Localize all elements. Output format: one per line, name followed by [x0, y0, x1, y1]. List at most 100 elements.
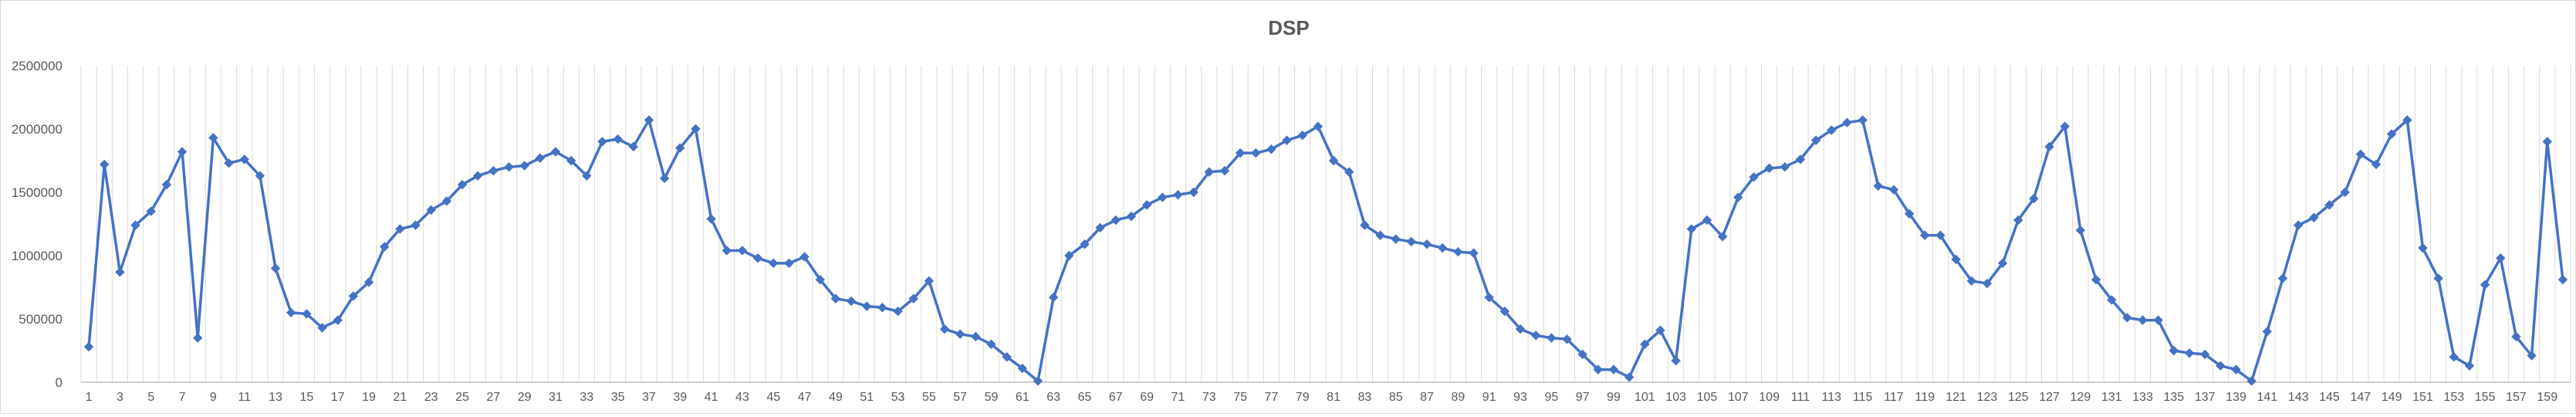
data-point-marker — [1717, 232, 1728, 242]
data-point-marker — [1328, 155, 1339, 166]
x-tick-label: 73 — [1202, 391, 1216, 404]
data-point-marker — [2044, 141, 2054, 152]
data-point-marker — [1858, 115, 1868, 125]
data-point-marker — [1733, 192, 1743, 202]
x-tick-label: 117 — [1884, 391, 1904, 404]
data-point-marker — [177, 147, 188, 157]
y-tick-label: 0 — [56, 375, 63, 390]
data-point-marker — [472, 171, 483, 181]
x-tick-label: 113 — [1822, 391, 1842, 404]
x-tick-label: 157 — [2506, 391, 2527, 404]
data-point-marker — [1375, 230, 1385, 240]
data-point-marker — [286, 307, 296, 318]
x-tick-label: 13 — [269, 391, 282, 404]
data-point-marker — [1515, 324, 1526, 334]
data-point-marker — [722, 246, 732, 256]
data-point-marker — [2418, 242, 2428, 253]
data-point-marker — [1935, 230, 1946, 240]
data-point-marker — [1111, 215, 1121, 225]
data-point-marker — [1997, 258, 2008, 269]
y-tick-label: 500000 — [19, 312, 63, 327]
data-point-marker — [2169, 345, 2179, 356]
data-point-marker — [457, 179, 468, 190]
data-point-marker — [2449, 351, 2459, 362]
x-tick-label: 23 — [424, 391, 438, 404]
data-point-marker — [270, 263, 281, 273]
data-point-marker — [1158, 192, 1168, 202]
x-tick-label: 95 — [1544, 391, 1558, 404]
data-point-marker — [1499, 306, 1510, 317]
data-point-marker — [628, 141, 638, 152]
data-point-marker — [1469, 248, 1479, 258]
data-point-marker — [1562, 334, 1572, 344]
x-tick-label: 127 — [2039, 391, 2060, 404]
data-point-marker — [379, 242, 390, 252]
data-point-marker — [100, 159, 110, 170]
data-point-marker — [441, 196, 452, 206]
data-point-marker — [2122, 313, 2132, 323]
data-point-marker — [1126, 211, 1137, 222]
x-tick-label: 149 — [2382, 391, 2402, 404]
x-tick-label: 25 — [455, 391, 469, 404]
data-point-marker — [1219, 165, 1230, 176]
data-point-marker — [924, 276, 935, 286]
data-point-marker — [426, 205, 436, 215]
data-point-marker — [2013, 215, 2023, 225]
data-point-marker — [2153, 315, 2163, 325]
data-point-marker — [2355, 149, 2366, 160]
data-point-marker — [2496, 253, 2506, 263]
data-point-marker — [986, 339, 996, 350]
x-tick-label: 11 — [238, 391, 251, 404]
data-point-marker — [1282, 135, 1292, 145]
x-tick-label: 131 — [2101, 391, 2122, 404]
data-point-marker — [893, 306, 903, 317]
data-point-marker — [239, 154, 249, 164]
data-point-marker — [255, 171, 265, 181]
x-tick-label: 153 — [2443, 391, 2464, 404]
x-tick-label: 89 — [1451, 391, 1465, 404]
x-tick-label: 67 — [1109, 391, 1123, 404]
x-tick-label: 5 — [147, 391, 154, 404]
data-point-marker — [317, 323, 327, 333]
x-tick-label: 101 — [1635, 391, 1655, 404]
x-tick-label: 143 — [2288, 391, 2309, 404]
data-point-marker — [1624, 372, 1635, 382]
data-point-marker — [1764, 163, 1774, 174]
x-tick-label: 109 — [1759, 391, 1780, 404]
data-point-marker — [1640, 339, 1650, 350]
y-tick-label: 2500000 — [12, 59, 63, 73]
data-point-marker — [130, 220, 140, 230]
y-tick-labels: 0 500000 1000000 1500000 2000000 2500000 — [12, 59, 63, 390]
data-point-marker — [2464, 361, 2475, 371]
data-point-marker — [1593, 364, 1604, 375]
data-point-marker — [1266, 144, 1276, 154]
x-tick-label: 97 — [1576, 391, 1590, 404]
data-point-marker — [2262, 327, 2273, 337]
data-point-marker — [83, 341, 94, 352]
x-tick-label: 69 — [1140, 391, 1154, 404]
x-tick-label: 103 — [1665, 391, 1686, 404]
y-tick-label: 1500000 — [12, 185, 63, 200]
x-tick-label: 133 — [2132, 391, 2153, 404]
x-tick-label: 55 — [922, 391, 936, 404]
data-point-marker — [1438, 242, 1448, 253]
data-point-marker — [2216, 361, 2226, 371]
data-point-marker — [1888, 185, 1899, 195]
data-point-marker — [830, 293, 841, 303]
data-point-marker — [1702, 215, 1712, 225]
data-point-marker — [2107, 295, 2117, 305]
data-point-marker — [659, 173, 670, 184]
x-tick-label: 31 — [549, 391, 563, 404]
data-point-marker — [1313, 121, 1323, 131]
x-tick-label: 155 — [2475, 391, 2496, 404]
data-point-marker — [815, 274, 825, 285]
data-point-marker — [1344, 167, 1354, 177]
x-tick-label: 71 — [1171, 391, 1185, 404]
data-point-marker — [2231, 364, 2241, 375]
data-point-marker — [1095, 222, 1105, 233]
data-point-marker — [1297, 130, 1307, 141]
data-point-marker — [1827, 125, 1837, 135]
x-tick-label: 27 — [486, 391, 500, 404]
